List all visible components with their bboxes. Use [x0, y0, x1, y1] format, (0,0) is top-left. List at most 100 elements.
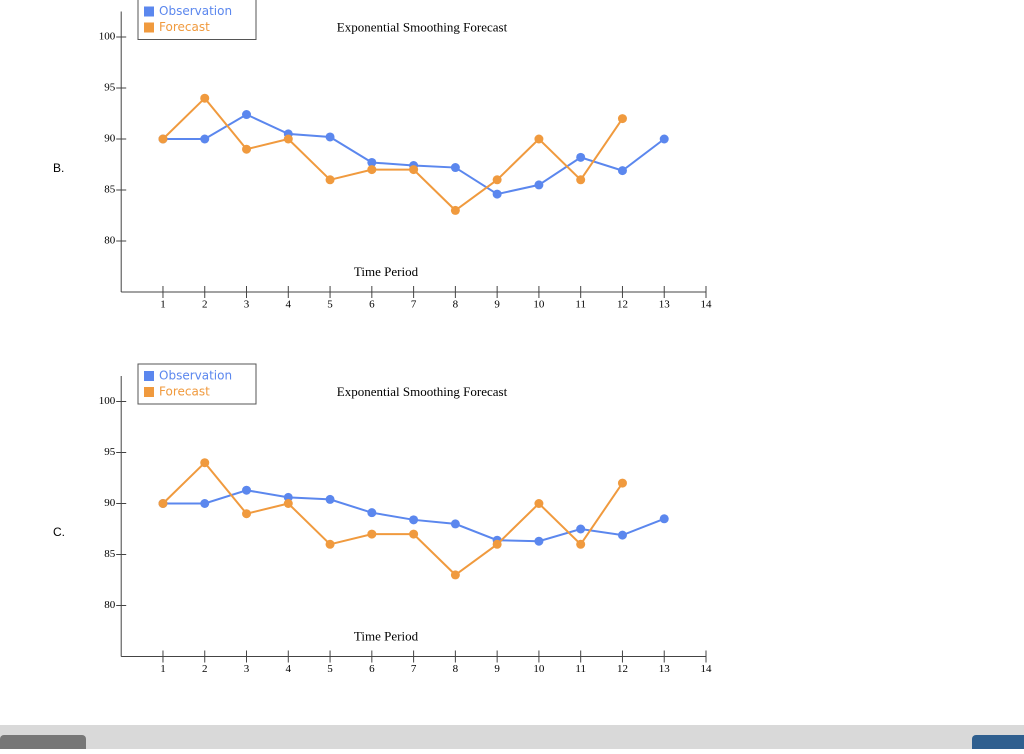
data-point [367, 508, 377, 518]
next-button[interactable] [972, 735, 1024, 754]
data-point [576, 524, 586, 534]
data-point [534, 180, 544, 190]
y-tick-label: 90 [104, 497, 116, 509]
x-tick-label: 6 [369, 663, 375, 675]
data-point [492, 539, 502, 549]
data-point [617, 530, 627, 540]
legend-swatch [144, 371, 154, 381]
x-tick-label: 13 [659, 663, 671, 675]
data-point [242, 485, 252, 495]
x-tick-label: 6 [369, 299, 375, 311]
y-tick-label: 100 [99, 31, 116, 43]
data-point [450, 519, 460, 529]
x-tick-label: 2 [202, 663, 208, 675]
data-point [659, 134, 669, 144]
data-point [576, 539, 586, 549]
x-tick-label: 5 [327, 299, 333, 311]
x-tick-label: 12 [617, 663, 628, 675]
legend-swatch [144, 22, 154, 33]
data-point [242, 144, 252, 154]
data-point [492, 175, 502, 185]
data-point [409, 529, 419, 539]
x-tick-label: 10 [533, 299, 545, 311]
back-button[interactable] [0, 735, 86, 754]
y-tick-label: 95 [104, 82, 116, 94]
data-point [242, 509, 252, 519]
x-axis-label: Time Period [354, 264, 419, 279]
data-point [492, 189, 502, 199]
legend-box [137, 0, 257, 40]
option-label: B. [53, 161, 64, 175]
x-tick-label: 7 [411, 299, 417, 311]
x-tick-label: 9 [494, 663, 500, 675]
x-tick-label: 4 [286, 663, 292, 675]
x-tick-label: 3 [244, 299, 250, 311]
x-tick-label: 8 [453, 663, 459, 675]
series-line [162, 461, 624, 577]
x-tick-label: 7 [411, 663, 417, 675]
data-point [200, 499, 210, 508]
data-point [325, 132, 335, 142]
x-tick-label: 12 [617, 299, 628, 311]
x-tick-label: 5 [327, 663, 333, 675]
footer-bar [0, 725, 1024, 749]
y-tick-label: 80 [104, 599, 116, 611]
y-tick-label: 85 [104, 548, 116, 560]
x-tick-label: 9 [494, 299, 500, 311]
data-point [409, 165, 419, 175]
option-label: C. [53, 525, 65, 539]
data-point [325, 539, 335, 549]
data-point [367, 157, 377, 167]
data-point [367, 529, 377, 539]
data-point [325, 494, 335, 504]
x-tick-label: 4 [286, 299, 292, 311]
legend-label: Forecast [159, 385, 210, 399]
y-tick-label: 95 [104, 446, 116, 458]
data-point [283, 134, 293, 144]
data-point [242, 110, 252, 120]
data-point [576, 152, 586, 162]
data-point [617, 166, 627, 176]
y-tick-label: 85 [104, 184, 116, 196]
data-point [576, 175, 586, 185]
data-point [534, 499, 544, 508]
data-point [283, 499, 293, 508]
data-point [450, 163, 460, 173]
series-line [162, 113, 665, 196]
y-tick-label: 80 [104, 235, 116, 247]
data-point [617, 478, 627, 488]
x-tick-label: 1 [160, 663, 166, 675]
y-tick-label: 100 [99, 395, 116, 407]
data-point [534, 536, 544, 546]
data-point [367, 165, 377, 175]
data-point [617, 114, 627, 124]
x-tick-label: 3 [244, 663, 250, 675]
x-tick-label: 1 [160, 299, 166, 311]
series-line [162, 96, 624, 212]
legend-label: Observation [159, 369, 232, 383]
x-axis-label: Time Period [354, 628, 419, 643]
x-tick-label: 11 [575, 299, 586, 311]
legend-swatch [144, 387, 154, 397]
data-point [158, 134, 168, 144]
data-point [200, 134, 210, 144]
x-tick-label: 14 [701, 299, 713, 311]
data-point [534, 134, 544, 144]
data-point [200, 458, 210, 468]
chart-title: Exponential Smoothing Forecast [337, 19, 508, 34]
data-point [325, 175, 335, 185]
x-tick-label: 13 [659, 299, 671, 311]
x-tick-label: 10 [533, 663, 545, 675]
x-tick-label: 14 [701, 663, 713, 675]
y-tick-label: 90 [104, 133, 116, 145]
data-point [200, 93, 210, 103]
legend-box [137, 363, 257, 405]
data-point [409, 515, 419, 525]
x-tick-label: 8 [453, 299, 459, 311]
data-point [450, 205, 460, 215]
data-point [158, 499, 168, 508]
data-point [450, 570, 460, 580]
data-point [659, 514, 669, 524]
